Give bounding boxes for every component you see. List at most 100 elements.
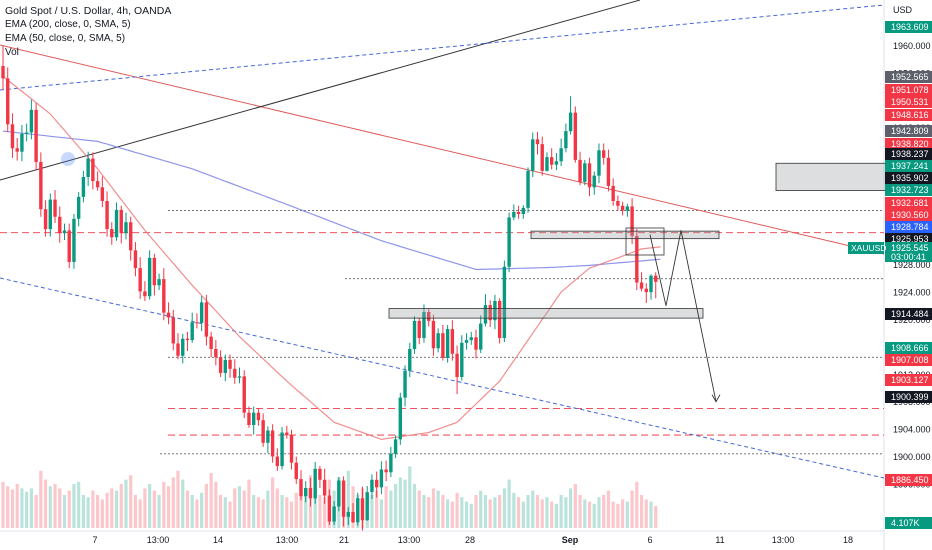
volume-bar [114,490,119,528]
volume-bar [540,499,544,528]
candle-body [190,322,194,341]
volume-bar [1,481,5,528]
ema50-line [2,75,661,441]
candle-body [479,323,483,350]
volume-bar [86,497,90,528]
candle-body [521,207,525,215]
candle-body [431,320,436,349]
price-badge-text: 1938.237 [891,149,929,159]
candle-body [81,177,86,197]
candle-body [72,218,76,262]
price-badge [885,109,932,121]
candle-body [436,333,440,349]
candle-body [379,469,384,488]
price-badge-text: 1886.450 [891,475,929,485]
volume-bar [550,501,554,528]
candle-body [549,157,554,165]
candle-body [185,338,190,341]
volume-bar [507,479,511,528]
candle-body [275,456,280,467]
volume-bar [39,470,43,528]
candle-body [53,199,57,217]
candle-body [389,453,393,473]
volume-bar [393,484,398,528]
candle-body [242,376,246,413]
volume-bar [389,490,393,528]
candle-body [228,359,232,369]
volume-bar [649,501,653,528]
volume-bar [621,499,625,528]
volume-bar [242,490,246,528]
volume-bar [280,495,284,528]
candle-body [100,187,105,201]
volume-bar [43,479,48,528]
candle-body [573,112,578,160]
volume-bar [200,492,204,528]
volume-bar [171,477,175,528]
volume-bar [512,492,516,528]
candle-body [408,348,412,371]
volume-bar [237,486,242,528]
volume-bar [96,495,100,528]
volume-bar [479,490,483,528]
volume-bar [483,495,488,528]
indicator-ema50[interactable]: EMA (50, close, 0, SMA, 5) [5,33,126,44]
candle-body [351,511,355,523]
candle-body [6,78,10,125]
price-badge [885,517,932,529]
candle-body [568,112,573,132]
candle-body [540,144,544,171]
candle-body [526,170,530,208]
x-tick-label: 13:00 [147,535,170,545]
volume-bar [644,499,648,528]
price-badge-text: 1930.560 [891,210,929,220]
volume-bar [124,479,128,528]
candle-body [554,161,559,165]
candle-body [578,159,582,182]
symbol-tag [848,242,884,254]
zone-box[interactable] [530,230,720,240]
volume-bar [526,495,530,528]
candle-body [86,158,90,178]
volume-bar [427,497,431,528]
volume-bar [531,490,535,528]
volume-bar [233,488,237,528]
indicator-ema200[interactable]: EMA (200, close, 0, SMA, 5) [5,19,131,30]
volume-bar [143,488,147,528]
candle-body [403,370,407,398]
volume-bar [313,481,317,528]
y-tick-label: 1960.000 [893,41,931,51]
volume-bar [304,488,308,528]
x-tick-label: 11 [715,535,724,545]
volume-bar [630,490,634,528]
highlight-marker [61,152,75,166]
volume-bar [403,479,407,528]
candle-body [67,230,71,262]
zone-box[interactable] [388,308,704,319]
candle-body [39,161,43,210]
candle-body [29,109,34,133]
symbol-tag-text: XAUUSD [851,243,886,253]
indicator-vol[interactable]: Vol [5,47,19,58]
candle-body [308,488,313,499]
candle-body [48,199,52,230]
y-tick-label: 1928.000 [893,260,931,270]
volume-bar [67,490,71,528]
candle-body [327,495,332,522]
trendline-red [0,44,885,255]
trendline-black [0,0,641,181]
volume-bar [228,501,232,528]
candle-body [587,163,592,188]
consolidation-box[interactable] [625,227,665,256]
candle-body [360,498,365,521]
zone-box[interactable] [775,162,904,191]
price-badge [885,21,932,33]
volume-bar [62,495,67,528]
volume-bar [100,499,104,528]
volume-bar [408,466,412,528]
candle-body [256,412,261,421]
symbol-title: Gold Spot / U.S. Dollar, 4h, OANDA [5,5,172,17]
volume-bar [77,481,81,528]
candle-body [531,139,535,171]
